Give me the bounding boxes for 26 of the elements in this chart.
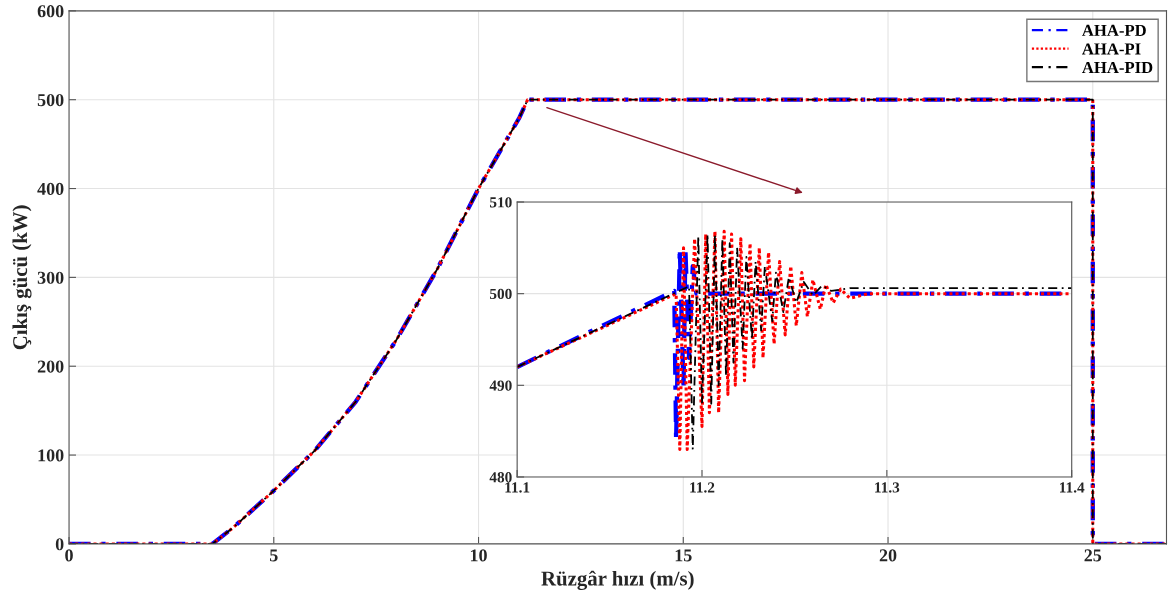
legend-label: AHA-PD	[1082, 24, 1146, 36]
legend-label: AHA-PID	[1082, 61, 1153, 73]
x-tick-label: 20	[879, 549, 897, 562]
y-tick-label: 200	[37, 360, 64, 373]
x-tick-label: 25	[1084, 549, 1102, 562]
x-tick-label: 11.2	[690, 482, 715, 493]
y-tick-label: 500	[489, 288, 512, 300]
x-tick-label: 11.3	[875, 482, 900, 493]
y-axis-title: Çıkış gücü (kW)	[12, 205, 32, 350]
y-tick-label: 600	[37, 5, 64, 18]
y-tick-label: 490	[489, 380, 512, 391]
legend-label: AHA-PI	[1082, 43, 1141, 55]
y-tick-label: 510	[489, 197, 512, 208]
x-tick-label: 0	[65, 549, 73, 562]
x-axis-title: Rüzgâr hızı (m/s)	[541, 570, 694, 590]
y-tick-label: 0	[55, 538, 64, 551]
y-tick-label: 100	[38, 449, 64, 462]
y-tick-label: 480	[489, 472, 512, 483]
y-tick-label: 500	[37, 93, 64, 107]
x-tick-label: 10	[470, 549, 487, 562]
x-tick-label: 15	[675, 549, 692, 562]
x-tick-label: 11.1	[505, 482, 530, 493]
x-tick-label: 5	[269, 549, 278, 562]
y-tick-label: 300	[37, 271, 64, 284]
x-tick-label: 11.4	[1060, 482, 1085, 493]
y-tick-label: 400	[37, 182, 64, 195]
